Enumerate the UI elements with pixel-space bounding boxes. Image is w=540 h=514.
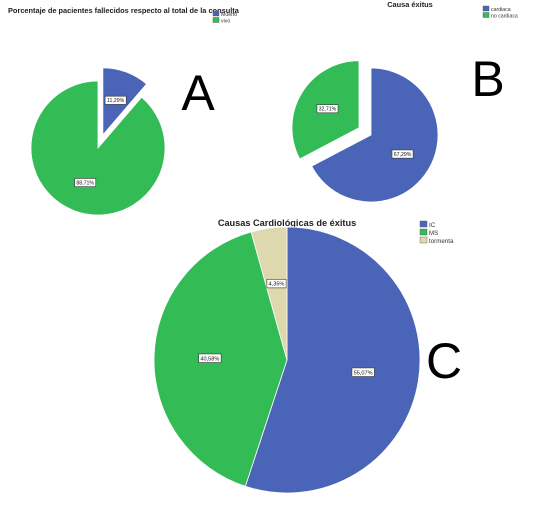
panel-c-title: Causas Cardiológicas de éxitus (218, 218, 356, 228)
panel-a-letter: A (181, 65, 215, 121)
panel-b-slice-0 (311, 67, 439, 203)
panel-c-legend-swatch-0 (419, 220, 428, 228)
panel-c-letter: C (426, 333, 462, 389)
panel-a-legend-label-0: Muerto (221, 12, 237, 18)
panel-c-legend-swatch-1 (419, 228, 428, 236)
panel-a-title: Porcentaje de pacientes fallecidos respe… (8, 6, 240, 15)
panel-b-legend-swatch-1 (482, 12, 490, 18)
panel-a-chart: Porcentaje de pacientes fallecidos respe… (8, 6, 240, 216)
panel-c-legend-label-2: tormenta (429, 238, 454, 245)
panel-b-legend-swatch-0 (482, 5, 490, 12)
panel-b-slice-label-0: 67,29% (394, 152, 412, 158)
panel-a-slice-label-0: 11,29% (107, 98, 125, 104)
panel-c-legend-swatch-2 (419, 236, 428, 244)
panel-c-slice-label-2: 4,35% (269, 282, 285, 288)
panel-a-legend-swatch-0 (212, 10, 220, 17)
panel-b-legend-label-1: no cardiaca (491, 14, 518, 20)
panel-c-slice-label-1: 40,58% (200, 356, 219, 362)
panel-c-slice-0 (244, 226, 421, 494)
panel-b-legend-label-0: cardiaca (491, 7, 511, 13)
panel-c-slice-label-box-0 (351, 367, 375, 377)
panel-a-legend-label-1: vivo (221, 19, 230, 25)
panel-c-slice-label-box-1 (198, 353, 222, 363)
panel-a-slice-label-box-1 (74, 178, 97, 187)
panel-c-slice-label-box-2 (266, 278, 287, 289)
panel-c-chart: Causas Cardiológicas de éxitus ICMStormen… (153, 218, 462, 494)
panel-b-letter: B (471, 51, 504, 107)
panel-c-slice-label-0: 55,07% (354, 370, 373, 376)
panel-a-legend-swatch-1 (212, 17, 220, 23)
panel-a-slice-label-1: 88,71% (76, 180, 94, 186)
panel-b-slice-label-box-1 (316, 104, 339, 114)
panel-b-title: Causa éxitus (387, 0, 433, 9)
panel-c-legend-label-1: MS (429, 230, 438, 237)
panel-a-slice-label-box-0 (104, 95, 127, 105)
panel-c-slice-2 (250, 226, 288, 361)
panel-b-slice-label-box-0 (391, 149, 414, 159)
panel-c-legend-label-0: IC (429, 222, 436, 229)
panel-b-slice-label-1: 32,71% (319, 107, 337, 113)
panel-a-slice-1 (30, 80, 166, 216)
